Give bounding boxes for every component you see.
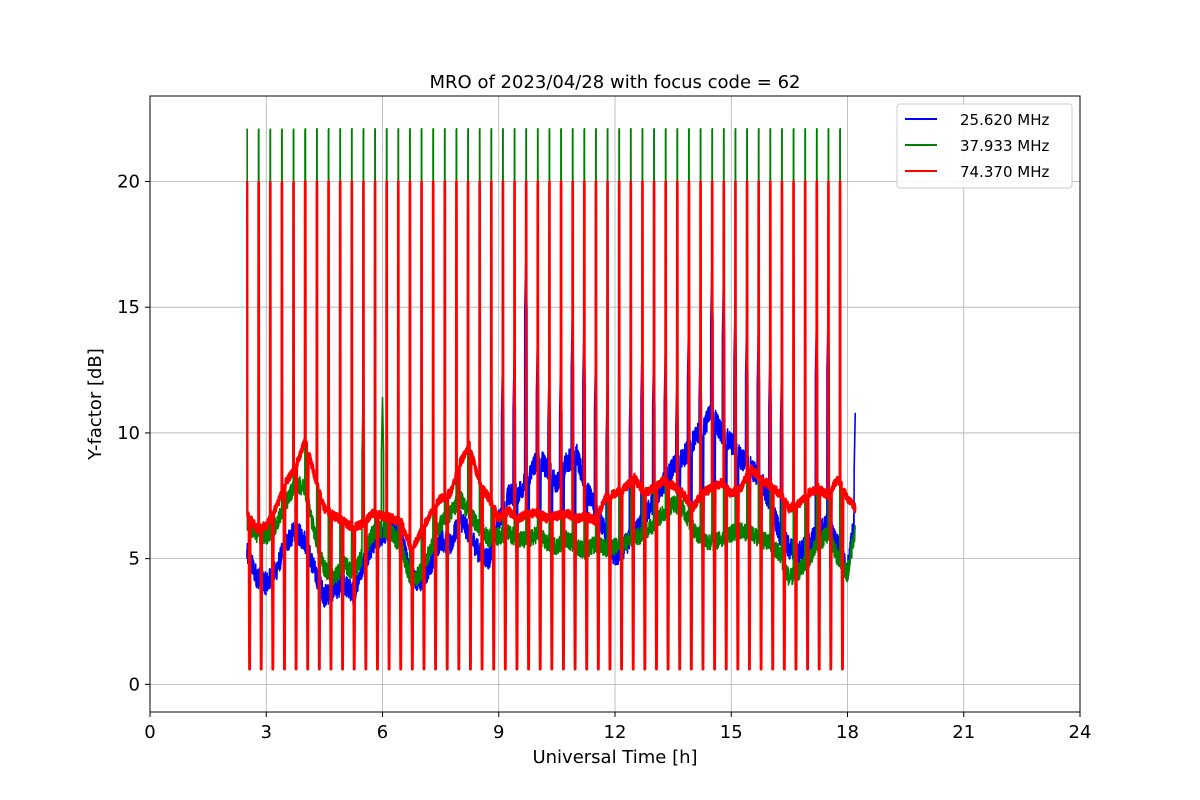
legend-label-series-1: 25.620 MHz	[960, 111, 1049, 129]
x-tick-label: 24	[1069, 722, 1092, 743]
series-25-620-line	[246, 253, 857, 671]
x-tick-label: 0	[144, 722, 155, 743]
legend-label-series-2: 37.933 MHz	[960, 137, 1049, 155]
y-tick-label: 10	[117, 423, 140, 444]
y-axis-label: Y-factor [dB]	[85, 348, 106, 461]
legend-box	[896, 103, 1073, 189]
y-tick-label: 15	[117, 297, 140, 318]
x-tick-label: 21	[952, 722, 975, 743]
series-74-370-line	[245, 180, 857, 671]
chart-title: MRO of 2023/04/28 with focus code = 62	[430, 72, 801, 93]
plot-area	[245, 127, 857, 671]
x-axis-ticks: 0 3 6 9 12 15 18 21 24	[144, 712, 1091, 743]
x-tick-label: 3	[261, 722, 272, 743]
y-tick-label: 0	[129, 674, 140, 695]
x-tick-label: 18	[836, 722, 859, 743]
x-tick-label: 6	[377, 722, 388, 743]
legend-label-series-3: 74.370 MHz	[960, 163, 1049, 181]
x-axis-label: Universal Time [h]	[532, 747, 697, 768]
y-axis-ticks: 0 5 10 15 20	[117, 171, 150, 695]
x-tick-label: 12	[604, 722, 627, 743]
series-layer	[245, 127, 857, 671]
legend: 25.620 MHz 37.933 MHz 74.370 MHz	[896, 103, 1073, 189]
y-tick-label: 20	[117, 171, 140, 192]
x-tick-label: 9	[493, 722, 504, 743]
x-tick-label: 15	[720, 722, 743, 743]
y-tick-label: 5	[129, 549, 140, 570]
